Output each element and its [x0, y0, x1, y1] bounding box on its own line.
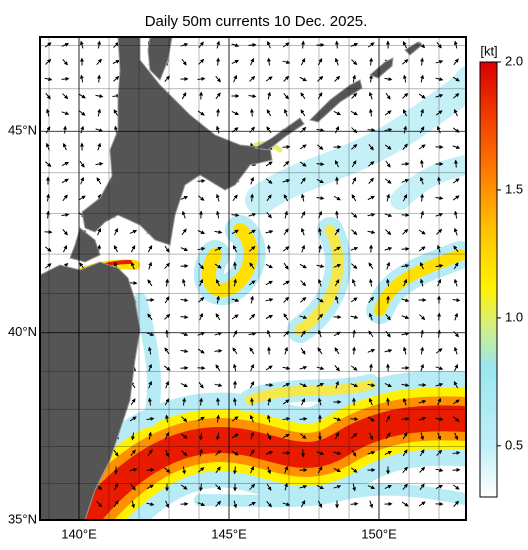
vector: [198, 181, 205, 182]
map-area: [40, 37, 480, 540]
vector: [453, 470, 460, 471]
vector: [402, 419, 409, 420]
vector: [388, 297, 389, 304]
vector: [283, 147, 290, 148]
colorbar-tick-label: 1.0: [505, 309, 523, 324]
vector: [402, 164, 409, 165]
vector: [99, 76, 100, 83]
vector: [252, 195, 253, 202]
lat-label: 45°N: [8, 123, 37, 138]
colorbar: [480, 62, 497, 497]
vector: [354, 348, 355, 355]
colorbar-tick-label: 1.5: [505, 181, 523, 196]
vector: [249, 45, 256, 46]
lon-label: 150°E: [361, 526, 397, 541]
vector: [456, 161, 457, 168]
colorbar-tick-label: 0.5: [505, 437, 523, 452]
vector: [235, 263, 236, 270]
lat-label: 35°N: [8, 511, 37, 526]
vector: [303, 450, 304, 457]
map-title: Daily 50m currents 10 Dec. 2025.: [145, 13, 368, 30]
colorbar-unit: [kt]: [480, 43, 497, 58]
colorbar-tick-label: 2.0: [505, 53, 523, 68]
vector: [218, 399, 219, 406]
vector: [252, 399, 253, 406]
vector: [402, 249, 409, 250]
lon-label: 145°E: [211, 526, 247, 541]
lon-label: 140°E: [61, 526, 97, 541]
vector: [368, 130, 375, 131]
vector: [252, 110, 253, 117]
vector: [351, 419, 358, 420]
vector: [167, 331, 168, 338]
lat-label: 40°N: [8, 324, 37, 339]
